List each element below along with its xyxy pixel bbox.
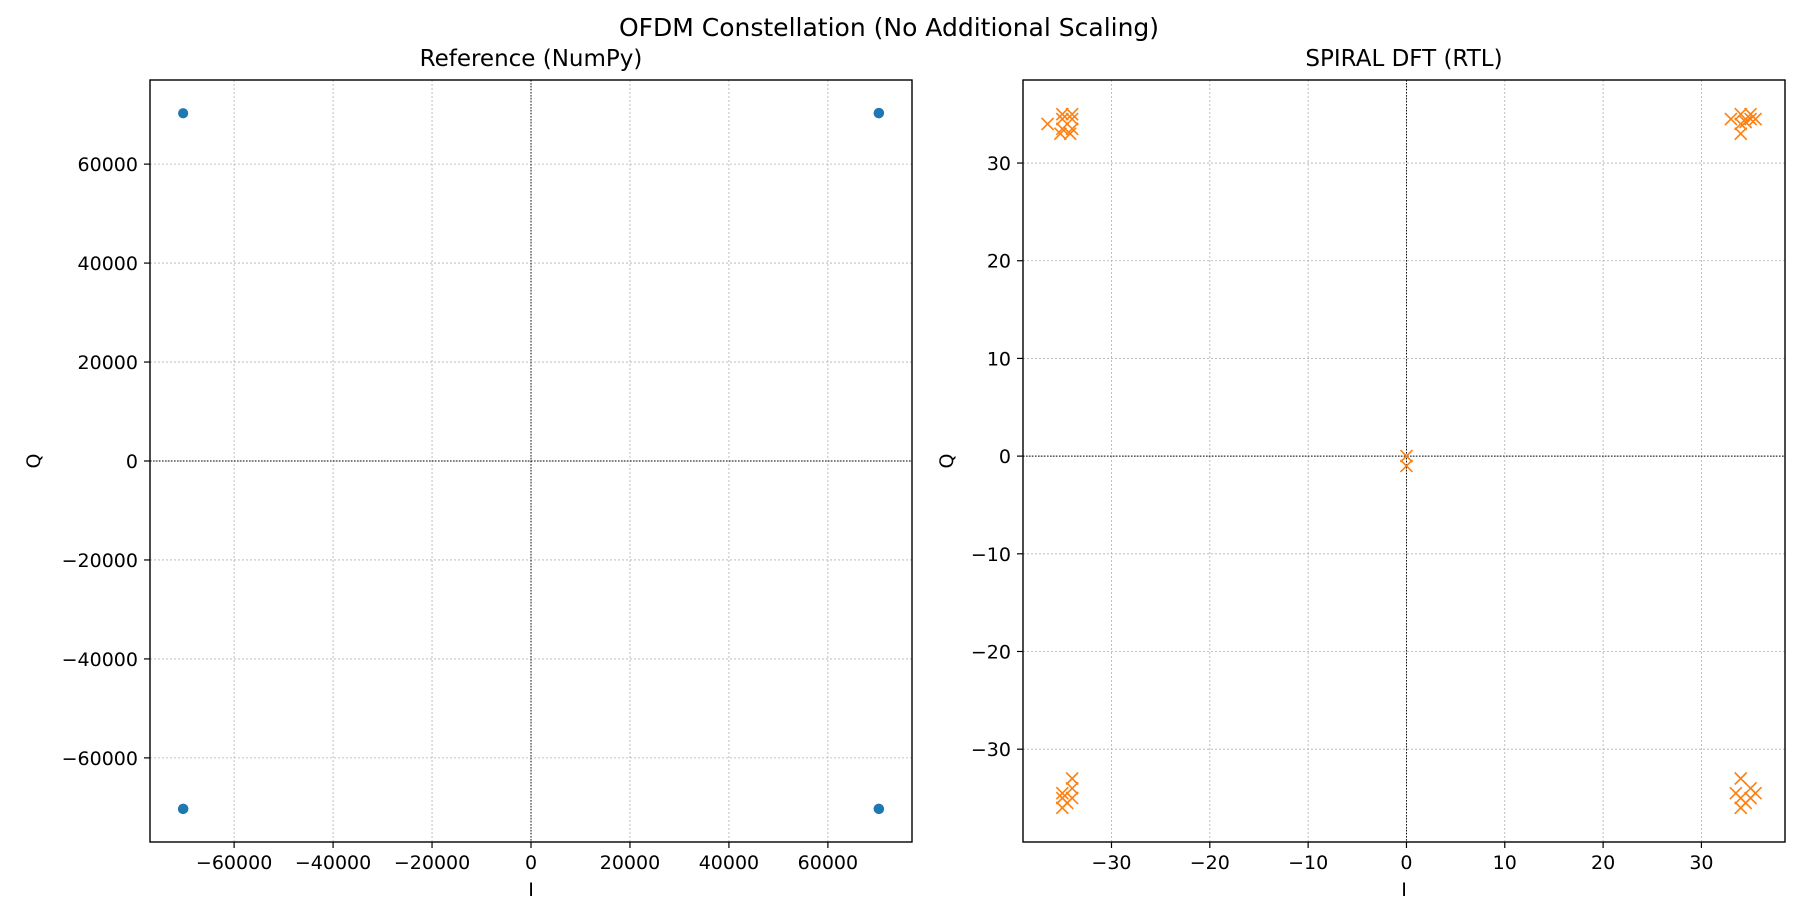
data-point bbox=[1053, 127, 1067, 141]
y-tick-label: −20 bbox=[971, 642, 1011, 664]
data-point bbox=[874, 804, 885, 815]
data-point bbox=[1055, 122, 1069, 136]
data-point bbox=[1055, 786, 1069, 800]
axes-frame bbox=[1022, 79, 1786, 843]
data-point bbox=[1399, 449, 1414, 463]
y-tick-label: 20 bbox=[987, 251, 1011, 273]
y-tick-label: −40000 bbox=[62, 649, 138, 671]
data-point bbox=[1065, 107, 1079, 121]
x-tick-label: 0 bbox=[1400, 852, 1412, 874]
axes-title: Reference (NumPy) bbox=[420, 46, 643, 72]
x-axis-label: I bbox=[1401, 879, 1407, 900]
x-tick-label: 40000 bbox=[699, 852, 759, 874]
y-tick-label: 40000 bbox=[78, 253, 138, 275]
data-point bbox=[1739, 115, 1753, 129]
x-tick-label: 0 bbox=[525, 852, 537, 874]
data-point bbox=[1399, 459, 1414, 473]
y-tick-label: −10 bbox=[971, 544, 1011, 566]
data-point bbox=[1065, 122, 1079, 136]
x-tick-label: −30 bbox=[1091, 852, 1131, 874]
reference-panel: −60000 −40000 −20000 0 20000 40000 60000 −60000… bbox=[23, 46, 913, 900]
data-point bbox=[1748, 112, 1763, 126]
data-point bbox=[177, 804, 188, 815]
data-point bbox=[1063, 127, 1077, 141]
x-tick-label: −10 bbox=[1288, 852, 1328, 874]
x-tick-label: 30 bbox=[1689, 852, 1713, 874]
data-point bbox=[1739, 796, 1753, 810]
data-point bbox=[1041, 117, 1055, 131]
y-tick-label: −30 bbox=[971, 739, 1011, 761]
y-tick-label: −20000 bbox=[62, 550, 138, 572]
y-axis-label: Q bbox=[23, 454, 45, 469]
y-tick-label: 0 bbox=[999, 446, 1011, 468]
data-point bbox=[1065, 781, 1079, 795]
x-tick-label: 60000 bbox=[798, 852, 858, 874]
x-tick-label: −20000 bbox=[394, 852, 470, 874]
y-tick-label: −60000 bbox=[62, 748, 138, 770]
data-point bbox=[178, 108, 189, 119]
data-point bbox=[1734, 107, 1748, 121]
data-point bbox=[1724, 112, 1738, 126]
data-point bbox=[873, 107, 884, 118]
data-point bbox=[1065, 771, 1079, 786]
x-tick-label: −60000 bbox=[196, 852, 272, 874]
data-point bbox=[1055, 107, 1069, 121]
y-tick-label: 60000 bbox=[78, 154, 138, 176]
x-tick-label: −40000 bbox=[295, 852, 371, 874]
data-point bbox=[1734, 771, 1748, 786]
axes-title: SPIRAL DFT (RTL) bbox=[1305, 46, 1502, 72]
figure-suptitle: OFDM Constellation (No Additional Scalin… bbox=[619, 13, 1159, 42]
y-tick-label: 30 bbox=[987, 153, 1011, 175]
data-point bbox=[1734, 127, 1748, 141]
x-tick-label: −20 bbox=[1190, 852, 1230, 874]
data-point bbox=[1060, 796, 1074, 810]
rtl-panel: −30 −20 −10 0 10 20 30 −30 −20 −10 0 10 20 30 SPIRAL D… bbox=[936, 46, 1786, 900]
y-axis-label: Q bbox=[936, 454, 958, 469]
y-tick-label: 20000 bbox=[78, 352, 138, 374]
x-axis-label: I bbox=[528, 879, 534, 900]
y-tick-label: 10 bbox=[987, 348, 1011, 370]
x-tick-label: 20000 bbox=[600, 852, 660, 874]
y-tick-label: 0 bbox=[126, 451, 138, 473]
x-tick-label: 10 bbox=[1493, 852, 1517, 874]
x-tick-label: 20 bbox=[1591, 852, 1615, 874]
